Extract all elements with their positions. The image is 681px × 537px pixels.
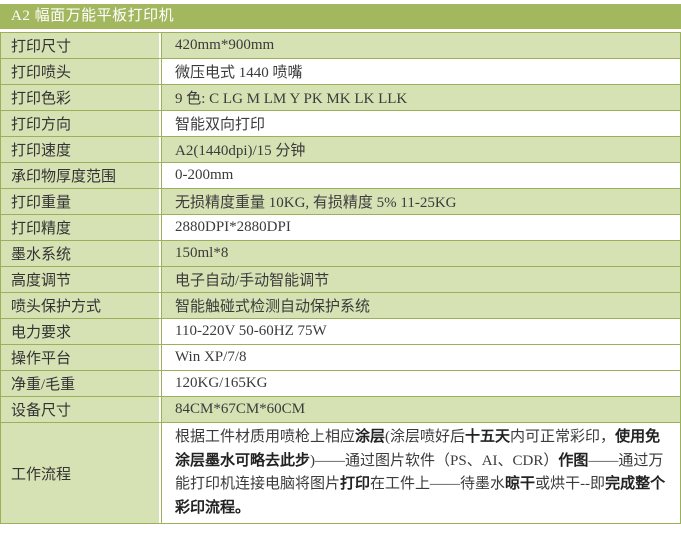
spec-label: 打印尺寸: [1, 33, 161, 58]
spec-value: 120KG/165KG: [161, 371, 680, 396]
spec-label: 承印物厚度范围: [1, 163, 161, 188]
table-row: 操作平台 Win XP/7/8: [1, 345, 680, 371]
spec-sheet: A2 幅面万能平板打印机 打印尺寸 420mm*900mm 打印喷头 微压电式 …: [0, 4, 681, 537]
spec-value: 9 色: C LG M LM Y PK MK LK LLK: [161, 85, 680, 110]
spec-label: 净重/毛重: [1, 371, 161, 396]
table-row: 打印色彩 9 色: C LG M LM Y PK MK LK LLK: [1, 85, 680, 111]
table-row: 墨水系统 150ml*8: [1, 241, 680, 267]
table-row: 打印尺寸 420mm*900mm: [1, 33, 680, 59]
spec-label: 打印喷头: [1, 59, 161, 84]
spec-value: 智能双向打印: [161, 111, 680, 136]
table-row: 承印物厚度范围 0-200mm: [1, 163, 680, 189]
spec-value: A2(1440dpi)/15 分钟: [161, 137, 680, 162]
table-row: 喷头保护方式 智能触碰式检测自动保护系统: [1, 293, 680, 319]
spec-label: 喷头保护方式: [1, 293, 161, 318]
spec-label: 墨水系统: [1, 241, 161, 266]
spec-value: Win XP/7/8: [161, 345, 680, 370]
spec-label: 打印精度: [1, 215, 161, 240]
spec-label: 打印速度: [1, 137, 161, 162]
spec-label: 高度调节: [1, 267, 161, 292]
spec-label: 工作流程: [1, 423, 161, 523]
table-row: 电力要求 110-220V 50-60HZ 75W: [1, 319, 680, 345]
spec-value: 0-200mm: [161, 163, 680, 188]
table-row: 打印精度 2880DPI*2880DPI: [1, 215, 680, 241]
table-row: 打印方向 智能双向打印: [1, 111, 680, 137]
spec-table: 打印尺寸 420mm*900mm 打印喷头 微压电式 1440 喷嘴 打印色彩 …: [0, 32, 681, 524]
page-title: A2 幅面万能平板打印机: [0, 4, 681, 29]
spec-label: 电力要求: [1, 319, 161, 344]
table-row: 净重/毛重 120KG/165KG: [1, 371, 680, 397]
workflow-row: 工作流程 根据工件材质用喷枪上相应涂层(涂层喷好后十五天内可正常彩印，使用免涂层…: [1, 423, 680, 523]
table-row: 设备尺寸 84CM*67CM*60CM: [1, 397, 680, 423]
spec-value: 2880DPI*2880DPI: [161, 215, 680, 240]
table-row: 高度调节 电子自动/手动智能调节: [1, 267, 680, 293]
spec-value: 420mm*900mm: [161, 33, 680, 58]
table-row: 打印喷头 微压电式 1440 喷嘴: [1, 59, 680, 85]
spec-label: 设备尺寸: [1, 397, 161, 422]
spec-label: 操作平台: [1, 345, 161, 370]
spec-value: 84CM*67CM*60CM: [161, 397, 680, 422]
spec-value: 电子自动/手动智能调节: [161, 267, 680, 292]
spec-value: 智能触碰式检测自动保护系统: [161, 293, 680, 318]
table-row: 打印重量 无损精度重量 10KG, 有损精度 5% 11-25KG: [1, 189, 680, 215]
table-row: 打印速度 A2(1440dpi)/15 分钟: [1, 137, 680, 163]
spec-value: 150ml*8: [161, 241, 680, 266]
spec-value: 微压电式 1440 喷嘴: [161, 59, 680, 84]
workflow-text: 根据工件材质用喷枪上相应涂层(涂层喷好后十五天内可正常彩印，使用免涂层墨水可略去…: [161, 423, 680, 523]
spec-label: 打印重量: [1, 189, 161, 214]
spec-value: 无损精度重量 10KG, 有损精度 5% 11-25KG: [161, 189, 680, 214]
spec-label: 打印色彩: [1, 85, 161, 110]
spec-label: 打印方向: [1, 111, 161, 136]
spec-value: 110-220V 50-60HZ 75W: [161, 319, 680, 344]
